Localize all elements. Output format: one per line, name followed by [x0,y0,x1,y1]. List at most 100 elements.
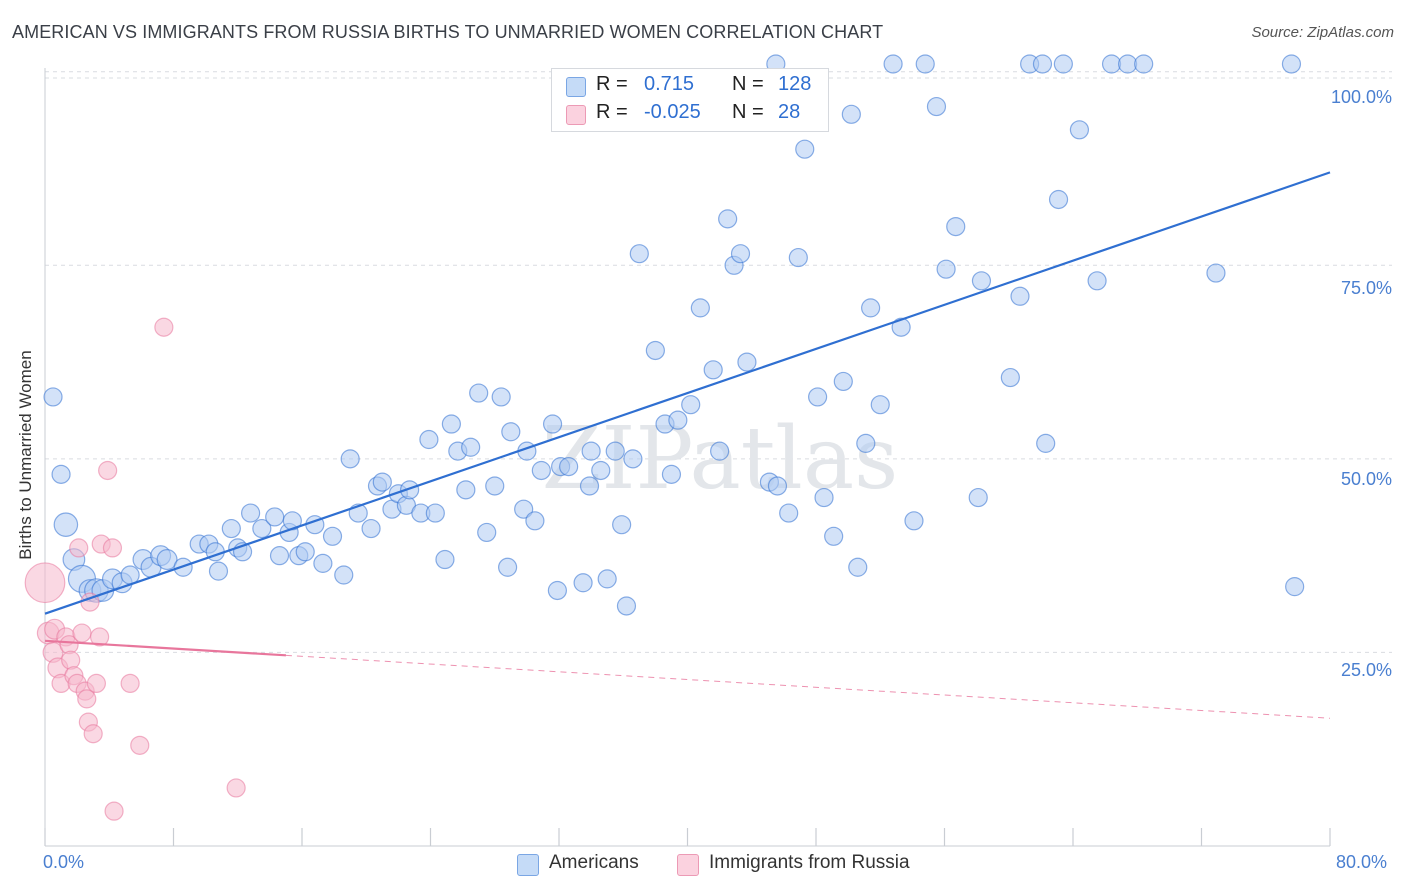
y-tick-label-25: 25.0% [1340,660,1392,680]
americans-point [581,441,601,461]
legend-r-label: R = [596,101,628,123]
americans-point [485,476,505,496]
americans-point [1069,120,1090,140]
points-layer [24,54,1305,821]
russia-point [98,460,118,481]
legend-r-label: R = [596,73,628,95]
americans-point [681,395,701,415]
americans-point [710,441,730,461]
russia-point [24,562,66,604]
russia-legend-swatch [677,854,699,876]
americans-point [814,487,834,508]
americans-point [43,387,63,407]
americans-point [340,449,360,469]
americans-point [612,515,632,535]
americans-point [461,437,481,457]
americans-point [861,298,881,318]
americans-point [400,480,420,500]
americans-point [542,414,563,434]
americans-point [891,317,911,337]
americans-point [525,511,545,531]
russia-point [90,627,110,647]
americans-point [968,487,988,508]
americans-point [252,518,272,539]
x-tick-label-max: 80.0% [1336,852,1388,872]
americans-point [501,422,521,442]
americans-swatch [566,77,586,97]
americans-point [1118,54,1138,74]
americans-point [848,557,868,577]
americans-point [668,410,688,430]
americans-point [334,565,354,585]
y-axis-label: Births to Unmarried Women [16,350,35,560]
americans-point [718,209,738,229]
americans-point [971,271,992,291]
americans-point [1087,271,1107,291]
russia-point [154,317,174,337]
americans-point [469,383,489,403]
americans-point [629,244,649,264]
americans-point [51,464,71,484]
americans-point [531,460,551,481]
americans-point [946,216,966,237]
americans-point [779,503,799,523]
y-tick-label-75: 75.0% [1340,278,1392,298]
americans-point [361,518,381,539]
russia-point [61,650,81,670]
americans-point [597,569,617,589]
americans-point [1048,189,1069,210]
americans-point [156,549,178,571]
americans-point [808,387,828,407]
americans-point [645,340,665,361]
americans-point [788,247,808,268]
americans-point [915,54,935,74]
legend-n-label: N = [732,101,764,123]
americans-point [514,499,534,519]
americans-point [605,441,625,461]
russia-trend-extension [285,654,1331,719]
americans-point [661,464,682,484]
americans-point [491,387,511,407]
russia-point [83,724,103,744]
americans-point [322,526,343,546]
source-label: Source: ZipAtlas.com [1251,24,1394,41]
americans-point [1281,54,1302,74]
russia-trend-line [44,639,287,657]
russia-point [130,735,150,755]
trend-layer [44,171,1331,719]
americans-point [870,395,890,415]
americans-point [419,429,439,450]
americans-point [1032,54,1053,74]
americans-point [1285,577,1305,597]
americans-point [295,542,315,562]
russia-point [226,778,246,798]
americans-point [824,526,844,546]
americans-point [547,580,567,601]
americans-point [623,449,643,469]
americans-point [1053,54,1073,74]
americans-point [372,472,392,492]
russia-point [120,673,140,694]
legend-n-label: N = [732,73,764,95]
americans-point [883,54,903,74]
americans-point [591,460,611,481]
americans-point [313,553,333,573]
americans-point [1206,263,1226,283]
americans-point [904,511,924,531]
americans-point [53,512,79,537]
russia-point [69,538,89,558]
americans-point [730,244,751,264]
legend-r-value: 0.715 [644,73,695,95]
americans-point [690,298,710,318]
americans-point [856,433,876,453]
chart-title: AMERICAN VS IMMIGRANTS FROM RUSSIA BIRTH… [12,22,884,42]
americans-point [208,561,229,581]
americans-point [435,549,455,570]
americans-point [703,360,723,380]
russia-point [104,801,124,821]
americans-point [616,596,637,616]
americans-point [221,518,241,539]
americans-point [456,480,476,500]
russia-point [72,623,92,643]
